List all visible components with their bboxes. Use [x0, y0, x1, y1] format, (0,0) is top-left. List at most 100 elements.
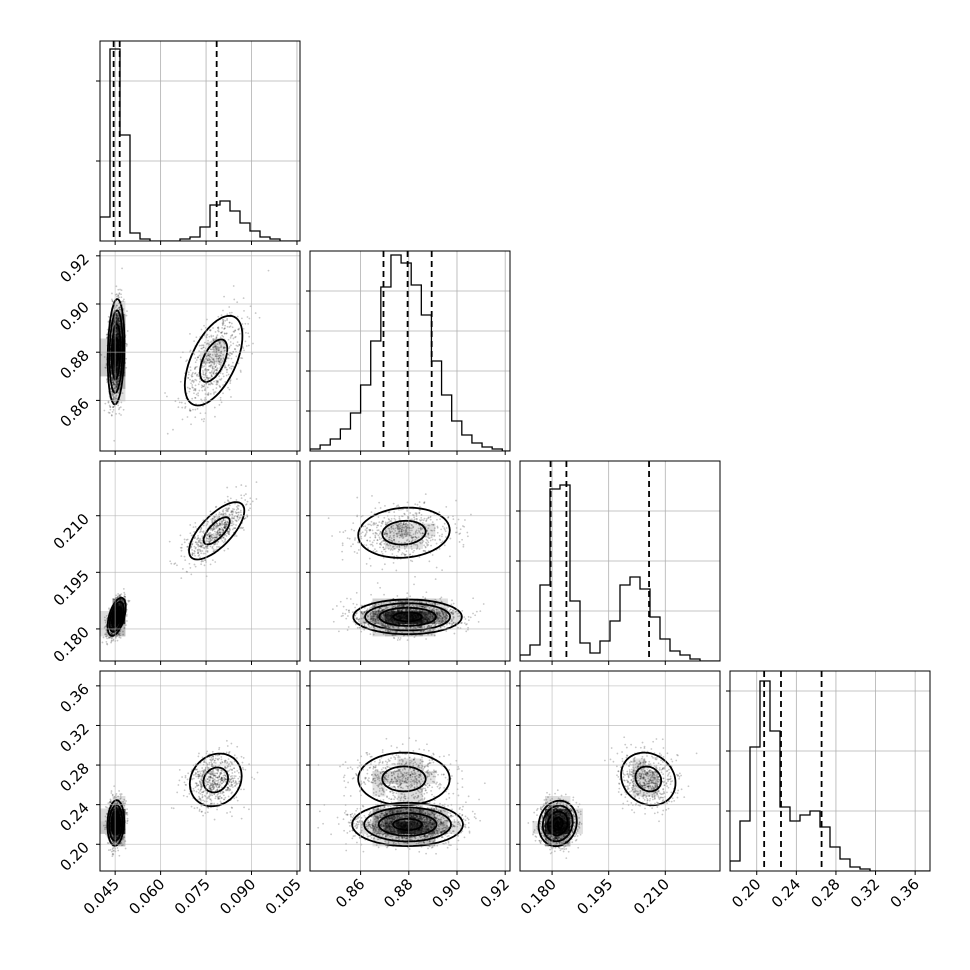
scatter-point: [217, 357, 220, 360]
scatter-point: [115, 371, 118, 373]
scatter-point: [115, 321, 118, 323]
scatter-point: [123, 591, 126, 594]
scatter-point: [106, 381, 109, 384]
scatter-point: [194, 372, 197, 374]
scatter-point: [105, 631, 108, 634]
scatter-point: [228, 388, 231, 391]
scatter-point: [115, 313, 118, 315]
scatter-point: [194, 361, 197, 364]
scatter-point: [125, 345, 128, 347]
scatter-point: [208, 335, 211, 338]
scatter-point: [101, 641, 104, 644]
scatter-point: [115, 327, 118, 329]
scatter-point: [115, 330, 118, 333]
scatter-point: [244, 331, 247, 334]
scatter-point: [113, 387, 115, 390]
scatter-point: [222, 319, 225, 321]
scatter-point: [193, 563, 196, 566]
scatter-point: [112, 323, 115, 326]
scatter-point: [218, 341, 221, 344]
scatter-point: [115, 330, 118, 333]
scatter-point: [190, 423, 192, 426]
scatter-point: [120, 289, 123, 292]
scatter-point: [117, 333, 119, 335]
scatter-point: [194, 388, 197, 391]
scatter-point: [190, 573, 193, 576]
scatter-point: [228, 345, 231, 348]
scatter-point: [116, 382, 119, 385]
scatter-point: [115, 326, 117, 329]
scatter-point: [223, 295, 225, 298]
scatter-point: [115, 321, 118, 324]
scatter-point: [115, 333, 118, 336]
scatter-point: [217, 326, 220, 329]
scatter-point: [115, 326, 118, 328]
scatter-point: [203, 365, 206, 368]
scatter-point: [197, 534, 199, 537]
scatter-point: [219, 336, 222, 339]
scatter-point: [104, 366, 107, 369]
scatter-point: [231, 361, 234, 364]
scatter-point: [222, 321, 225, 324]
scatter-point: [202, 346, 205, 349]
scatter-point: [105, 363, 108, 365]
scatter-point: [116, 380, 119, 382]
scatter-point: [181, 418, 184, 421]
scatter-point: [115, 386, 117, 389]
scatter-point: [113, 367, 115, 370]
scatter-point: [194, 384, 197, 387]
scatter-point: [116, 333, 119, 336]
scatter-point: [115, 368, 118, 371]
scatter-point: [115, 333, 118, 336]
scatter-point: [180, 401, 183, 404]
scatter-point: [115, 380, 118, 383]
scatter-point: [116, 319, 119, 322]
scatter-point: [117, 317, 120, 320]
scatter-point: [112, 406, 115, 409]
scatter-point: [225, 535, 228, 537]
scatter-point: [203, 324, 205, 327]
scatter-point: [241, 323, 244, 325]
scatter-point: [193, 392, 195, 395]
scatter-point: [112, 406, 114, 409]
scatter-point: [116, 315, 119, 318]
scatter-point: [207, 378, 209, 381]
scatter-point: [236, 301, 239, 304]
scatter-point: [201, 344, 204, 347]
x-tick-label: 0.20: [728, 875, 764, 911]
scatter-point: [202, 373, 205, 376]
scatter-point: [210, 356, 213, 359]
scatter-point: [107, 401, 110, 404]
scatter-point: [202, 361, 205, 364]
scatter-point: [214, 369, 217, 371]
scatter-point: [116, 312, 119, 315]
scatter-point: [206, 393, 209, 396]
scatter-point: [111, 379, 114, 382]
scatter-point: [116, 328, 118, 330]
scatter-point: [196, 375, 198, 377]
scatter-point: [186, 359, 188, 362]
scatter-point: [224, 346, 226, 349]
scatter-point: [115, 304, 118, 307]
scatter-point: [242, 327, 245, 330]
scatter-point: [117, 604, 119, 606]
scatter-point: [208, 354, 210, 357]
scatter-point: [115, 316, 118, 319]
scatter-point: [178, 401, 181, 404]
scatter-point: [115, 333, 117, 336]
scatter-point: [115, 371, 118, 374]
scatter-point: [113, 439, 116, 442]
scatter-point: [212, 346, 215, 349]
scatter-point: [227, 357, 230, 360]
scatter-point: [232, 330, 235, 333]
scatter-point: [218, 404, 221, 406]
scatter-point: [111, 393, 114, 395]
histogram-step: [310, 254, 510, 451]
scatter-point: [222, 541, 225, 544]
scatter-point: [197, 383, 200, 386]
scatter-point: [117, 378, 120, 381]
scatter-point: [115, 348, 118, 351]
scatter-point: [194, 367, 196, 370]
scatter-point: [191, 386, 194, 388]
scatter-point: [227, 364, 230, 367]
